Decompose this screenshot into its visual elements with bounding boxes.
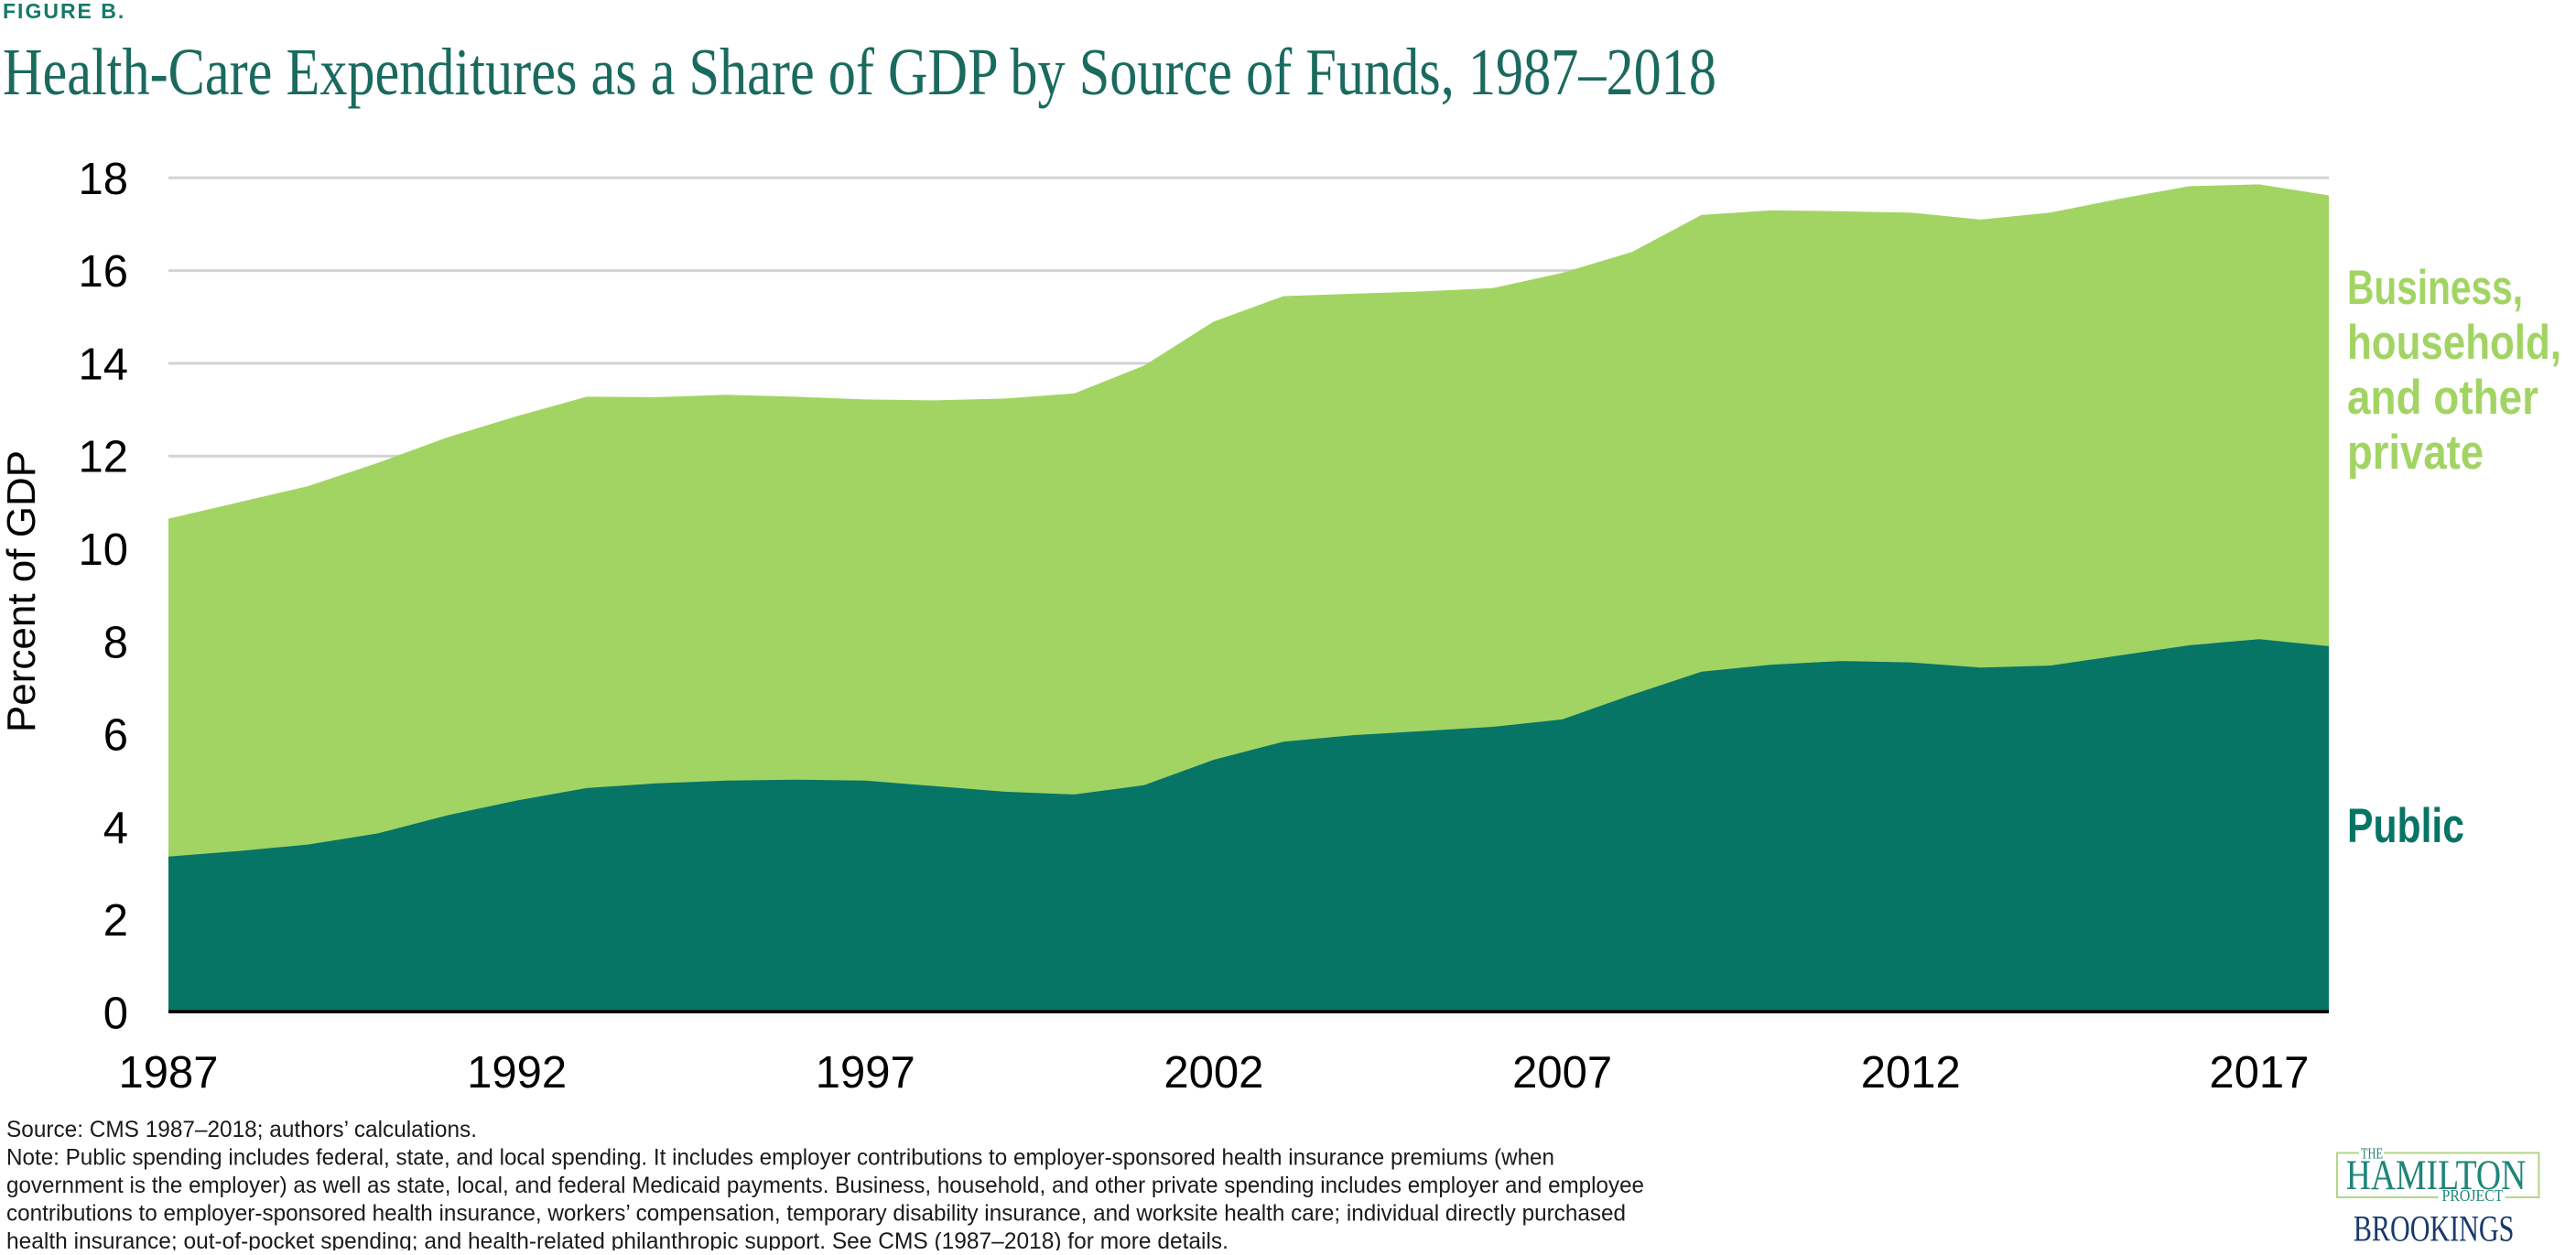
svg-text:private: private [2347, 426, 2484, 480]
svg-text:Percent of GDP: Percent of GDP [0, 450, 44, 732]
svg-text:2012: 2012 [1861, 1048, 1961, 1098]
svg-text:PROJECT: PROJECT [2442, 1186, 2504, 1205]
svg-text:HAMILTON: HAMILTON [2346, 1152, 2527, 1199]
svg-text:1997: 1997 [816, 1048, 915, 1098]
svg-text:household,: household, [2347, 316, 2561, 370]
svg-text:0: 0 [103, 990, 128, 1039]
svg-text:and other: and other [2347, 371, 2538, 425]
svg-text:2007: 2007 [1512, 1048, 1612, 1098]
svg-text:2002: 2002 [1164, 1048, 1263, 1098]
svg-text:Health-Care Expenditures as a: Health-Care Expenditures as a Share of G… [3, 35, 1716, 109]
svg-text:16: 16 [78, 247, 128, 297]
svg-text:health insurance; out-of-pocke: health insurance; out-of-pocket spending… [6, 1228, 1228, 1250]
svg-text:18: 18 [78, 155, 128, 204]
svg-text:contributions to employer-spon: contributions to employer-sponsored heal… [6, 1201, 1626, 1227]
svg-text:1992: 1992 [467, 1048, 567, 1098]
svg-text:government is the employer) as: government is the employer) as well as s… [6, 1173, 1644, 1198]
svg-text:10: 10 [78, 525, 128, 575]
svg-text:6: 6 [103, 711, 128, 761]
svg-text:2: 2 [103, 896, 128, 946]
svg-text:THE: THE [2361, 1145, 2383, 1163]
svg-text:BROOKINGS: BROOKINGS [2354, 1208, 2515, 1250]
svg-text:1987: 1987 [118, 1048, 218, 1098]
svg-text:Public: Public [2347, 799, 2464, 853]
svg-text:Business,: Business, [2347, 261, 2523, 315]
svg-text:FIGURE B.: FIGURE B. [3, 0, 125, 23]
svg-text:4: 4 [103, 804, 128, 853]
svg-text:12: 12 [78, 433, 128, 482]
svg-text:8: 8 [103, 618, 128, 667]
svg-text:Note: Public spending includes: Note: Public spending includes federal, … [6, 1145, 1554, 1171]
svg-text:14: 14 [78, 340, 128, 389]
svg-text:2017: 2017 [2209, 1048, 2309, 1098]
svg-text:Source: CMS 1987–2018; authors: Source: CMS 1987–2018; authors’ calculat… [6, 1117, 477, 1142]
